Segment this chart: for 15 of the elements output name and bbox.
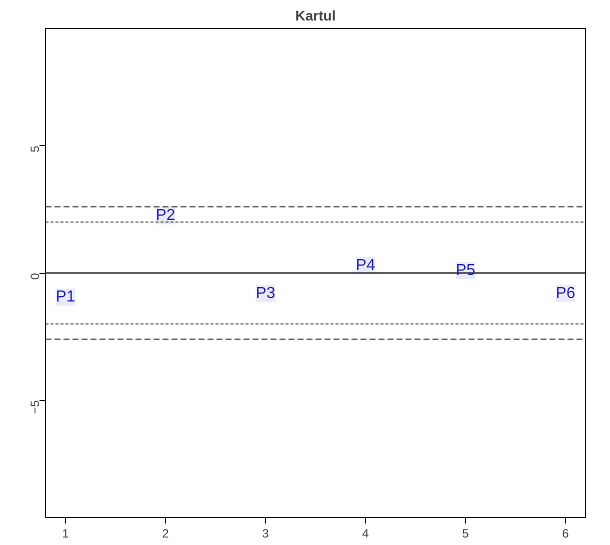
x-tick-label: 3 <box>262 526 270 540</box>
chart-title: Kartul <box>295 8 336 24</box>
x-tick-label: 6 <box>562 526 570 540</box>
data-label: P4 <box>356 256 376 274</box>
data-label: P2 <box>156 207 176 224</box>
x-tick-label: 2 <box>162 526 170 540</box>
y-tick-label: −5 <box>28 400 42 414</box>
y-tick-label: 5 <box>28 145 42 152</box>
y-tick-label: 0 <box>28 272 42 280</box>
data-label: P3 <box>256 284 276 302</box>
x-tick-label: 4 <box>362 526 370 540</box>
x-tick-label: 1 <box>62 526 70 540</box>
x-tick-label: 5 <box>462 526 470 540</box>
data-label: P6 <box>556 284 576 302</box>
data-label: P1 <box>56 288 76 306</box>
